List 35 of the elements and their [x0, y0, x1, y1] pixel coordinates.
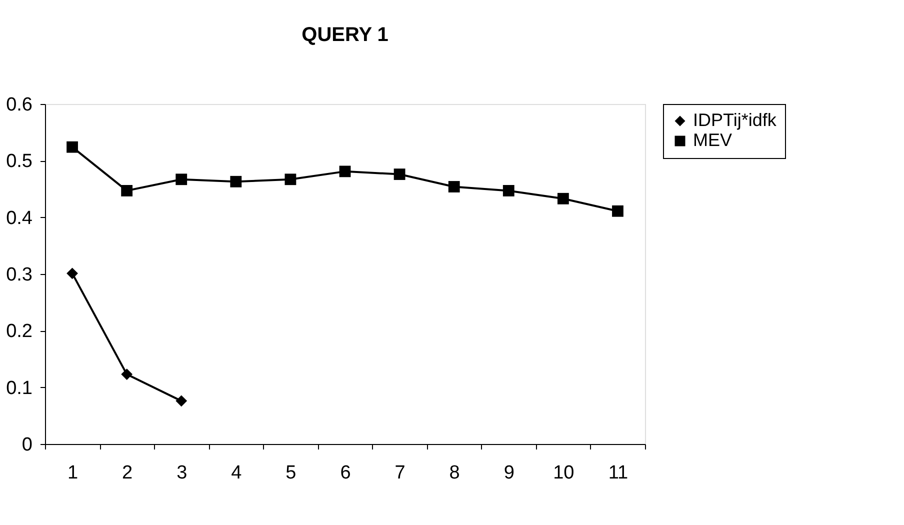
x-tick-label: 4: [231, 462, 242, 484]
point: [612, 205, 624, 217]
x-tick-label: 7: [394, 462, 406, 484]
point: [284, 174, 296, 186]
x-tick-label: 9: [504, 462, 514, 484]
x-tick-label: 6: [340, 462, 351, 484]
x-tick-label: 8: [449, 462, 460, 484]
y-tick-label: 0.4: [6, 208, 33, 229]
x-tick-label: 11: [608, 462, 628, 484]
legend-label: MEV: [693, 130, 732, 150]
legend-label: IDPTij*idfk: [693, 110, 778, 130]
point: [394, 168, 406, 180]
x-tick-label: 5: [286, 462, 296, 484]
point: [66, 141, 78, 153]
point: [66, 268, 78, 280]
point: [448, 181, 460, 192]
point: [557, 192, 569, 204]
chart-title: QUERY 1: [302, 24, 388, 46]
point: [230, 176, 242, 188]
x-tick-label: 2: [122, 462, 133, 484]
y-tick-label: 0.1: [6, 378, 32, 399]
point: [176, 395, 188, 407]
x-tick-label: 3: [176, 462, 188, 484]
y-tick-label: 0: [22, 434, 32, 456]
point: [502, 185, 514, 196]
point: [339, 166, 351, 178]
point: [121, 185, 133, 196]
point: [176, 174, 188, 186]
y-tick-label: 0.2: [6, 321, 32, 342]
y-tick-label: 0.5: [6, 151, 32, 172]
x-tick-label: 1: [67, 462, 78, 484]
x-tick-label: 10: [553, 462, 574, 484]
y-tick-label: 0.6: [6, 94, 32, 116]
y-tick-label: 0.3: [6, 264, 32, 286]
point: [121, 368, 133, 380]
